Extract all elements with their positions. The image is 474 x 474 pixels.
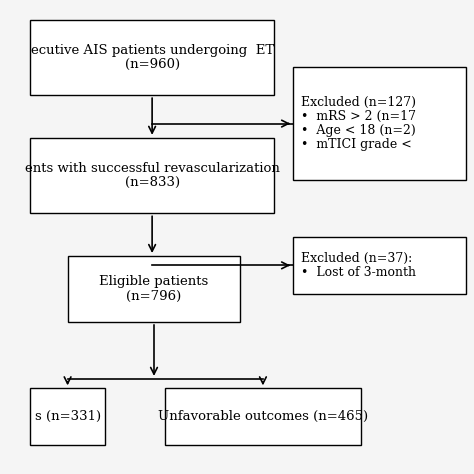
Text: Excluded (n=127): Excluded (n=127) [301, 96, 416, 109]
FancyBboxPatch shape [68, 256, 240, 322]
FancyBboxPatch shape [30, 388, 105, 445]
Text: s (n=331): s (n=331) [35, 410, 100, 423]
Text: ecutive AIS patients undergoing  ET: ecutive AIS patients undergoing ET [30, 44, 273, 57]
Text: (n=833): (n=833) [125, 176, 180, 189]
FancyBboxPatch shape [30, 138, 274, 213]
Text: •  Lost of 3-month: • Lost of 3-month [301, 266, 416, 279]
FancyBboxPatch shape [30, 19, 274, 95]
Text: Eligible patients: Eligible patients [100, 275, 209, 288]
Text: •  mTICI grade <: • mTICI grade < [301, 138, 411, 151]
Text: •  Age < 18 (n=2): • Age < 18 (n=2) [301, 124, 415, 137]
FancyBboxPatch shape [293, 237, 466, 294]
FancyBboxPatch shape [293, 67, 466, 180]
Text: Excluded (n=37):: Excluded (n=37): [301, 252, 412, 265]
Text: (n=960): (n=960) [125, 58, 180, 71]
Text: (n=796): (n=796) [127, 290, 182, 302]
Text: ents with successful revascularization: ents with successful revascularization [25, 162, 280, 175]
FancyBboxPatch shape [165, 388, 361, 445]
Text: •  mRS > 2 (n=17: • mRS > 2 (n=17 [301, 110, 416, 123]
Text: Unfavorable outcomes (n=465): Unfavorable outcomes (n=465) [158, 410, 368, 423]
